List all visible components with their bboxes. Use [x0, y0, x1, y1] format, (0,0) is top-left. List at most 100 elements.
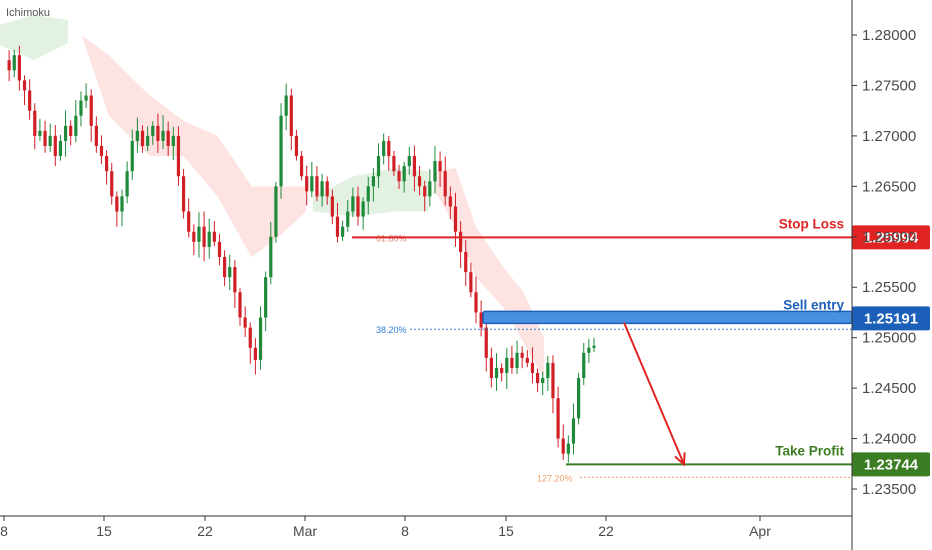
- candle-bull: [125, 171, 129, 197]
- candle-bear: [474, 292, 478, 313]
- stop-loss-badge-value: 1.25994: [864, 229, 919, 246]
- candle-bear: [423, 186, 427, 197]
- candle-bear: [392, 156, 396, 172]
- candle-bull: [376, 156, 381, 177]
- candle-bear: [187, 211, 191, 232]
- candle-bull: [577, 378, 581, 419]
- candle-bear: [53, 135, 57, 157]
- candle-bear: [105, 156, 109, 172]
- candle-bull: [341, 226, 345, 237]
- candle-bull: [151, 125, 155, 136]
- candle-bull: [58, 140, 63, 157]
- ichimoku-cloud: [0, 14, 544, 379]
- candle-bull: [541, 378, 545, 384]
- candle-bear: [140, 130, 145, 146]
- candle-bear: [412, 156, 417, 177]
- candle-bull: [258, 317, 263, 360]
- y-tick-label: 1.28000: [862, 27, 916, 44]
- candle-bear: [248, 327, 252, 348]
- take-profit-badge-value: 1.23744: [864, 456, 919, 473]
- candle-bull: [366, 186, 370, 202]
- sell-entry-badge: [852, 306, 930, 331]
- stop-loss-badge: [852, 225, 930, 250]
- candle-bear: [289, 95, 293, 136]
- candle-bear: [202, 226, 206, 247]
- candle-bear: [217, 241, 222, 257]
- x-tick-label: Apr: [749, 523, 771, 539]
- candle-bull: [146, 135, 150, 146]
- candle-bear: [43, 130, 47, 146]
- candle-bull: [428, 181, 432, 197]
- x-tick-label: 22: [598, 523, 614, 539]
- candle-bear: [7, 60, 11, 71]
- candle-bear: [510, 357, 514, 368]
- candle-bull: [171, 135, 175, 146]
- candle-bull: [433, 161, 437, 182]
- candle-bear: [459, 231, 463, 252]
- take-profit-badge: [852, 452, 930, 477]
- candle-bear: [94, 125, 98, 146]
- candle-bull: [130, 140, 134, 172]
- candle-bear: [156, 125, 160, 141]
- x-tick-label: 22: [197, 523, 213, 539]
- y-tick-label: 1.23500: [862, 481, 916, 498]
- x-tick-label: 8: [0, 523, 8, 539]
- candle-bull: [402, 166, 406, 182]
- candle-bear: [551, 362, 555, 399]
- candle-bull: [351, 196, 355, 212]
- cloud-segment-3: [312, 168, 429, 217]
- y-tick-label: 1.26500: [862, 178, 916, 195]
- candle-bear: [417, 176, 422, 187]
- candle-bear: [335, 216, 340, 237]
- candle-bull: [407, 156, 411, 167]
- fib-1272-level-label: 127.20%: [537, 473, 573, 483]
- indicator-label: Ichimoku: [6, 7, 50, 19]
- candle-bull: [494, 367, 499, 379]
- fib-382-level-label: 38.20%: [376, 325, 407, 335]
- candle-bear: [253, 347, 257, 360]
- candle-bear: [443, 171, 447, 197]
- candle-bull: [38, 130, 42, 136]
- x-tick-label: Mar: [293, 523, 317, 539]
- y-tick-label: 1.25500: [862, 279, 916, 296]
- candle-bull: [269, 236, 273, 278]
- candle-bear: [238, 292, 242, 318]
- candle-bear: [299, 156, 304, 177]
- candle-bull: [12, 55, 16, 71]
- candle-bear: [356, 196, 360, 217]
- candle-bull: [84, 95, 88, 101]
- candle-bull: [546, 362, 550, 379]
- candle-bear: [176, 135, 181, 177]
- y-tick-label: 1.26000: [862, 229, 916, 246]
- candle-bull: [592, 345, 596, 348]
- x-tick-label: 15: [498, 523, 514, 539]
- candle-bear: [520, 352, 524, 358]
- candle-bear: [448, 196, 452, 207]
- stop-loss-label: Stop Loss: [779, 216, 844, 231]
- candle-bear: [556, 398, 560, 439]
- candle-bear: [530, 362, 535, 373]
- y-tick-label: 1.27500: [862, 77, 916, 94]
- candle-bear: [17, 55, 21, 81]
- cloud-segment-1: [0, 14, 68, 61]
- candle-bear: [525, 357, 529, 363]
- candle-bear: [315, 176, 319, 197]
- candle-bear: [233, 267, 237, 293]
- candle-bear: [294, 135, 299, 157]
- candle-bear: [325, 181, 329, 197]
- candle-bull: [587, 347, 591, 353]
- candle-bear: [464, 251, 468, 273]
- candle-bear: [489, 357, 493, 379]
- candle-bear: [99, 145, 104, 157]
- y-tick-label: 1.24500: [862, 380, 916, 397]
- candle-bull: [79, 100, 83, 116]
- candle-bull: [371, 176, 375, 187]
- candle-bear: [166, 130, 170, 146]
- candle-bear: [484, 327, 488, 358]
- candle-bull: [320, 181, 324, 197]
- candle-bull: [161, 130, 165, 141]
- candlesticks: [7, 45, 596, 463]
- candle-bear: [438, 161, 442, 172]
